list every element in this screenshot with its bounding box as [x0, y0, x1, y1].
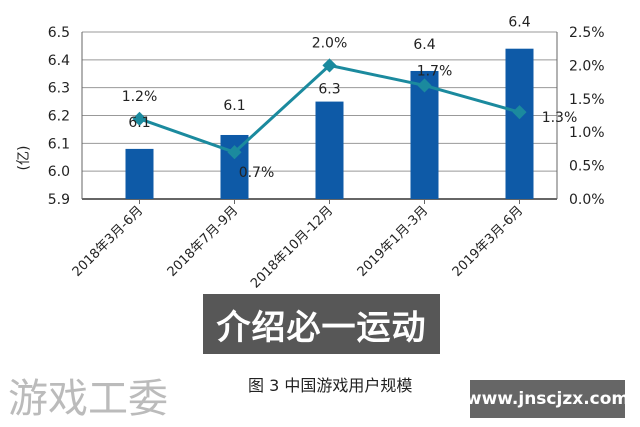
line-data-label: 2.0%	[312, 35, 348, 51]
line-marker	[322, 58, 337, 73]
chart-caption: 图 3 中国游戏用户规模	[248, 376, 413, 395]
y-tick-label: 6.2	[48, 109, 70, 125]
y-axis-label: (亿)	[16, 146, 32, 171]
x-tick-label: 2018年3月-6月	[70, 203, 147, 280]
y-tick-label: 5.9	[48, 192, 70, 208]
site-watermark: www.jnscjzx.com	[466, 380, 629, 418]
bar	[125, 148, 154, 199]
y2-tick-label: 1.5%	[569, 92, 605, 108]
x-tick-label: 2018年7月-9月	[165, 203, 242, 280]
x-tick-label: 2018年10月-12月	[248, 203, 336, 291]
line-marker	[227, 145, 242, 160]
bar-data-label: 6.4	[508, 15, 530, 31]
y-tick-label: 6.4	[48, 53, 70, 69]
y2-tick-label: 0.0%	[569, 192, 605, 208]
y-tick-label: 6.3	[48, 81, 70, 97]
bar-data-label: 6.1	[223, 98, 245, 114]
line-marker	[417, 78, 432, 93]
y2-tick-label: 2.0%	[569, 58, 605, 74]
line-marker	[512, 105, 527, 120]
line-data-label: 0.7%	[239, 165, 275, 181]
line-data-label: 1.2%	[122, 89, 158, 105]
y2-tick-label: 0.5%	[569, 159, 605, 175]
overlay-banner: 介绍必一运动	[203, 294, 440, 354]
y2-tick-label: 2.5%	[569, 25, 605, 41]
x-tick-label: 2019年3月-6月	[450, 203, 527, 280]
bar-data-label: 6.1	[128, 115, 150, 131]
bar	[505, 48, 534, 200]
line-data-label: 1.7%	[417, 63, 453, 79]
faint-watermark: 游戏工委	[8, 376, 168, 422]
line-data-label: 1.3%	[542, 110, 578, 126]
bar	[315, 101, 344, 199]
y-tick-label: 6.0	[48, 164, 70, 180]
y-tick-label: 6.5	[48, 25, 70, 41]
y-tick-label: 6.1	[48, 136, 70, 152]
y2-tick-label: 1.0%	[569, 125, 605, 141]
x-tick-label: 2019年1月-3月	[355, 203, 432, 280]
bar-data-label: 6.3	[318, 82, 340, 98]
bar-data-label: 6.4	[413, 37, 435, 53]
